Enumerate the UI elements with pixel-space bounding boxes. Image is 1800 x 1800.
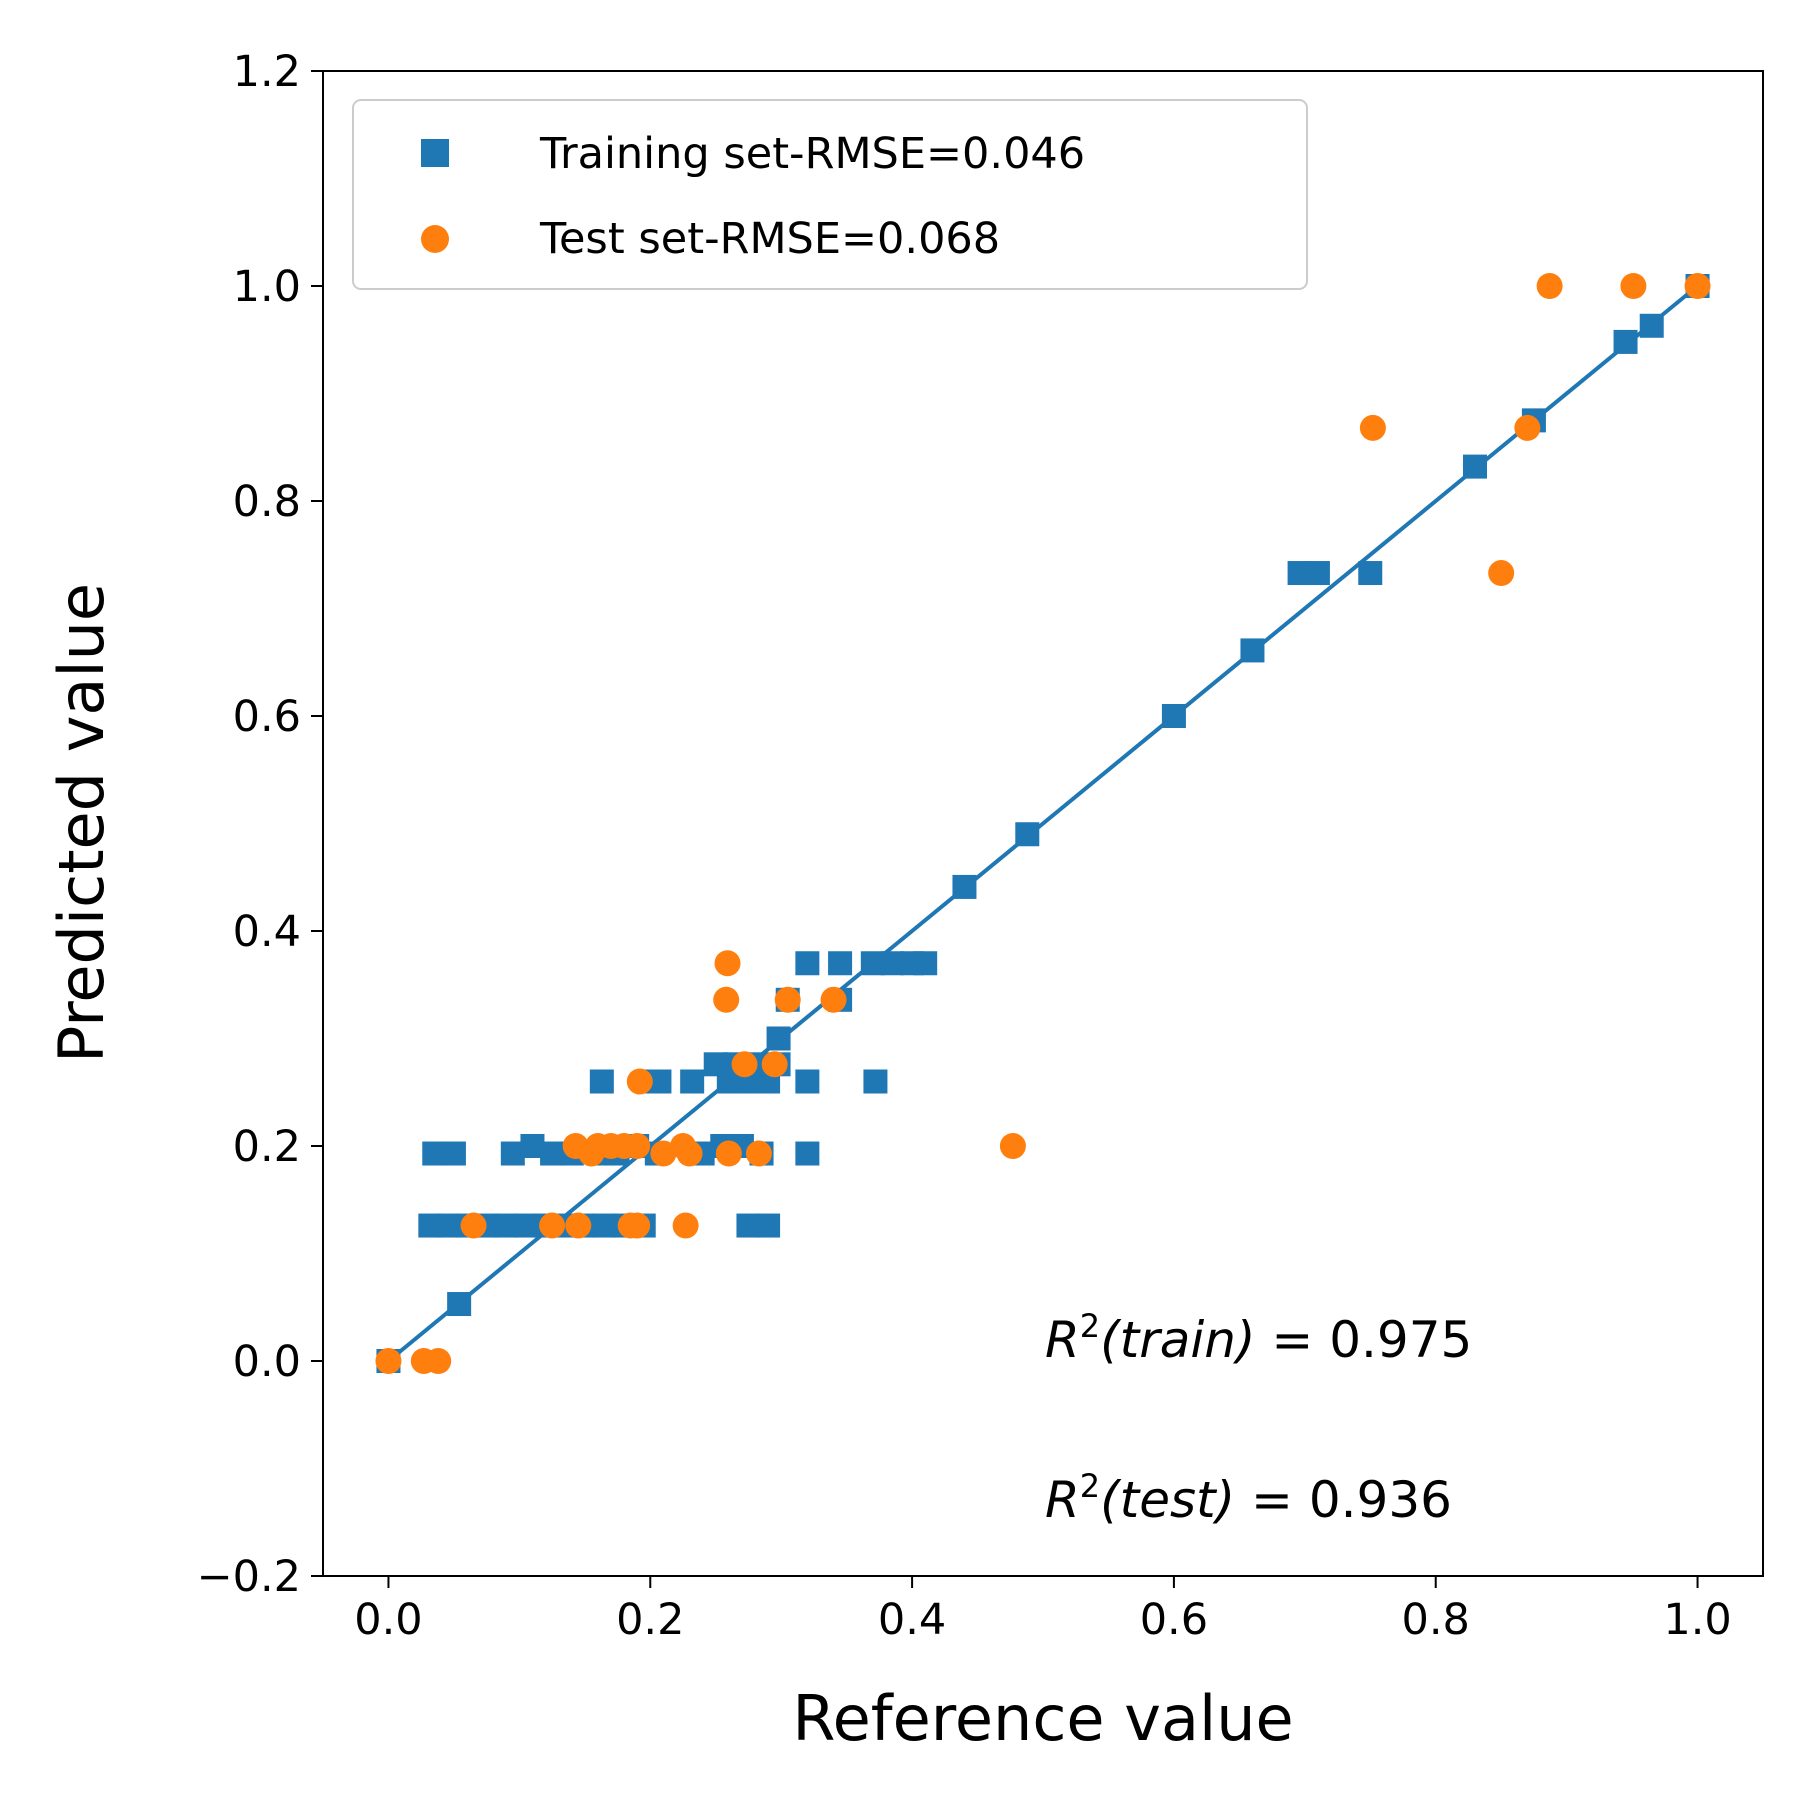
test-point [761,1051,788,1078]
training-point [494,1213,519,1238]
test-point [1684,273,1711,299]
test-point [774,986,801,1013]
test-point [820,986,847,1013]
legend-test-label: Test set-RMSE=0.068 [539,214,1000,264]
x-tick-label: 0.4 [878,1595,946,1645]
legend-train-label: Training set-RMSE=0.046 [539,129,1085,179]
x-tick-label: 0.6 [1140,1595,1208,1645]
y-tick-label: 0.4 [233,907,301,957]
x-tick-label: 0.8 [1402,1595,1470,1645]
x-tick-label: 1.0 [1663,1595,1731,1645]
x-tick-label: 0.0 [354,1595,422,1645]
test-point [745,1140,772,1167]
test-point [565,1212,592,1239]
training-point [441,1141,466,1166]
y-axis: −0.2 0.0 0.2 0.4 0.6 0.8 1.0 1.2 [197,47,323,1602]
y-tick-label: 1.0 [233,262,301,312]
test-point [999,1133,1026,1159]
plot-area [375,273,1711,1374]
test-point [1488,560,1515,587]
y-tick-label: 0.6 [233,692,301,742]
test-point [375,1348,402,1374]
r2-test-annotation: R2(test) = 0.936 [1045,1467,1452,1529]
test-point [731,1051,758,1078]
test-point [714,950,741,977]
y-tick-label: −0.2 [197,1552,301,1602]
test-point [650,1140,677,1167]
training-point [680,1069,705,1094]
y-axis-label: Predicted value [45,583,118,1063]
training-point [828,951,853,976]
test-point [1620,273,1647,299]
legend-box [352,99,1308,290]
y-tick-label: 1.2 [233,47,301,97]
training-point [795,1069,820,1094]
x-axis-label: Reference value [792,1682,1293,1755]
fit-line [387,284,1699,1363]
test-point [1359,414,1386,441]
test-point [460,1212,487,1239]
test-point [1536,273,1563,299]
legend-square-marker [421,139,449,167]
training-point [756,1213,781,1238]
test-point [624,1133,651,1159]
legend-circle-marker [421,225,449,253]
legend: Training set-RMSE=0.046 Test set-RMSE=0.… [352,99,1308,290]
plot-frame [322,70,1764,1577]
training-point [795,951,820,976]
training-point [1305,561,1330,586]
y-tick-label: 0.2 [233,1122,301,1172]
test-point [672,1212,699,1239]
training-point [913,951,938,976]
training-point [589,1069,614,1094]
test-point [626,1068,653,1095]
r2-train-annotation: R2(train) = 0.975 [1045,1307,1472,1369]
training-point [795,1141,820,1166]
test-point [713,986,740,1013]
test-point [624,1212,651,1239]
test-point [1514,414,1541,441]
y-tick-label: 0.0 [233,1337,301,1387]
training-point [1358,561,1383,586]
test-point [539,1212,566,1239]
x-axis: 0.0 0.2 0.4 0.6 0.8 1.0 [354,1576,1732,1645]
test-point [715,1140,742,1167]
y-tick-label: 0.8 [233,477,301,527]
test-point [425,1348,452,1374]
test-point [676,1140,703,1167]
x-tick-label: 0.2 [616,1595,684,1645]
training-point [863,1069,888,1094]
